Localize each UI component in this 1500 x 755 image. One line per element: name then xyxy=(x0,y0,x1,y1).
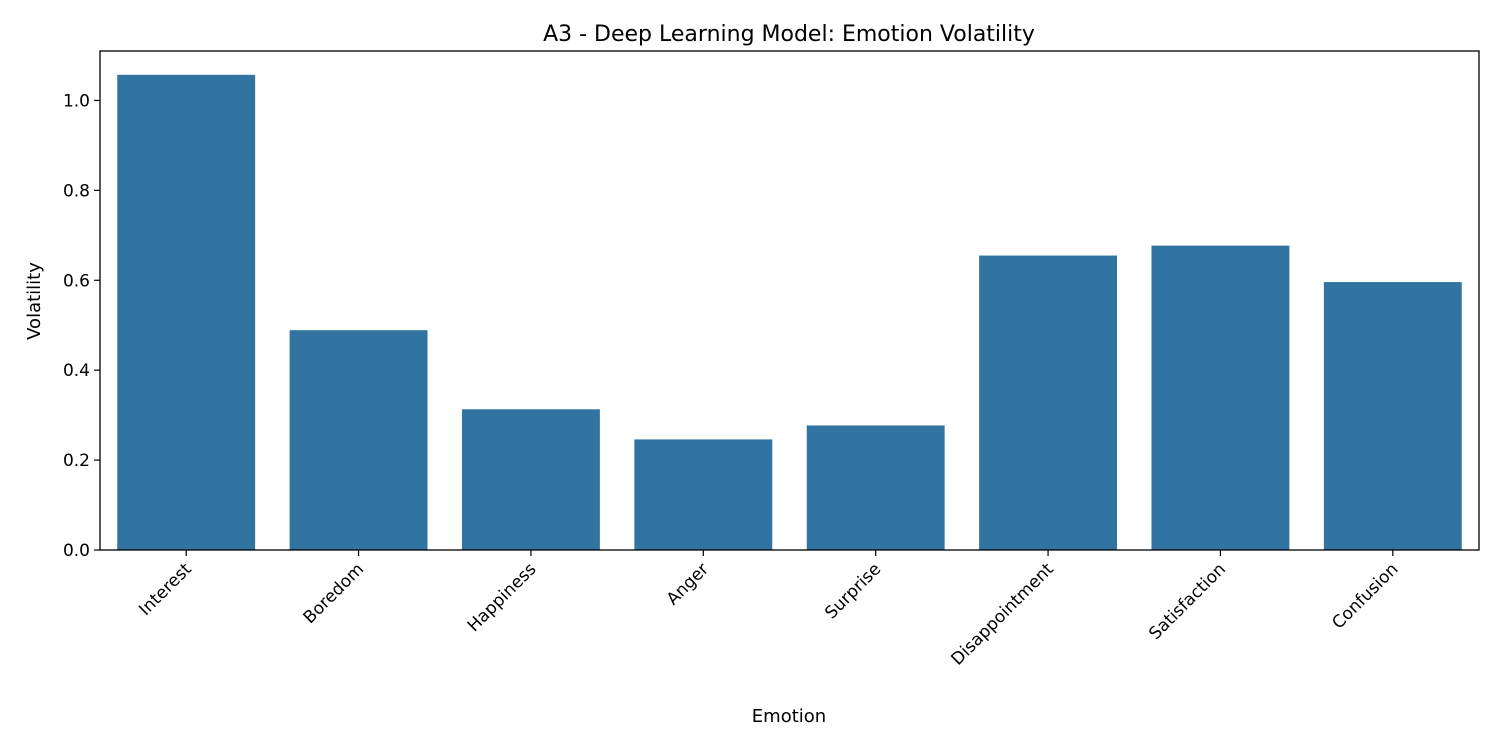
y-tick-label: 0.0 xyxy=(63,541,90,561)
bar-confusion xyxy=(1323,282,1462,550)
chart-title: A3 - Deep Learning Model: Emotion Volati… xyxy=(543,22,1035,47)
x-tick-label: Interest xyxy=(135,559,196,620)
y-tick-label: 0.2 xyxy=(63,451,90,471)
x-tick-label: Disappointment xyxy=(947,559,1057,669)
y-tick-label: 0.6 xyxy=(63,271,90,291)
plot-frame xyxy=(99,50,1480,551)
y-tick-label: 1.0 xyxy=(63,91,90,111)
y-axis: 0.0 0.2 0.4 0.6 0.8 1.0 xyxy=(63,91,100,561)
x-axis: Interest Boredom Happiness Anger Surprise Dis… xyxy=(135,550,1402,669)
bar-happiness xyxy=(461,409,600,550)
bar-disappointment xyxy=(979,255,1118,550)
y-axis-title: Volatility xyxy=(24,262,45,340)
y-tick-label: 0.4 xyxy=(63,361,90,381)
bar-satisfaction xyxy=(1151,245,1290,550)
bar-anger xyxy=(634,439,773,550)
y-tick-label: 0.8 xyxy=(63,181,90,201)
bar-interest xyxy=(117,74,256,551)
x-tick-label: Confusion xyxy=(1328,559,1402,633)
x-axis-title: Emotion xyxy=(752,706,826,727)
bars-group xyxy=(117,74,1462,551)
x-tick-label: Boredom xyxy=(300,559,369,628)
bar-boredom xyxy=(289,330,428,550)
bar-surprise xyxy=(806,425,945,550)
x-tick-label: Happiness xyxy=(464,559,541,636)
x-tick-label: Surprise xyxy=(821,559,885,623)
x-tick-label: Satisfaction xyxy=(1145,559,1230,644)
x-tick-label: Anger xyxy=(663,559,713,609)
